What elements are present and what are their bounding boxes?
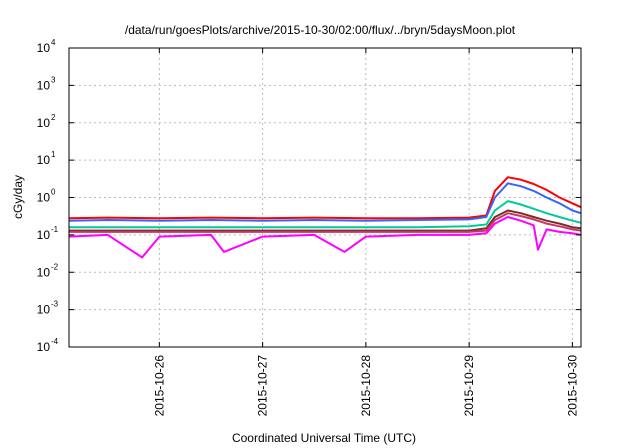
x-tick-label: 2015-10-27 [256, 355, 270, 417]
y-tick-label: 10 [37, 116, 51, 130]
series-line-5 [69, 212, 582, 233]
gridlines [69, 47, 581, 348]
y-tick-exponent: -3 [51, 300, 59, 309]
y-tick-exponent: 0 [51, 188, 56, 197]
y-tick-label: 10 [37, 41, 51, 55]
y-tick-exponent: -2 [51, 262, 59, 271]
y-tick-label: 10 [37, 78, 51, 92]
x-axis-ticks: 2015-10-26 2015-10-27 2015-10-28 2015-10-29… [152, 48, 579, 416]
y-tick-label: 10 [37, 228, 51, 242]
x-axis-label: Coordinated Universal Time (UTC) [232, 431, 416, 445]
x-tick-label: 2015-10-28 [359, 355, 373, 417]
series-line-3 [69, 200, 582, 229]
y-tick-label: 10 [37, 340, 51, 354]
y-tick-label: 10 [37, 191, 51, 205]
y-tick-exponent: -4 [51, 337, 59, 346]
x-tick-label: 2015-10-26 [152, 355, 166, 417]
y-tick-exponent: 3 [51, 75, 56, 84]
y-tick-label: 10 [37, 265, 51, 279]
x-tick-label: 2015-10-30 [565, 355, 579, 417]
y-axis-label: cGy/day [11, 175, 25, 219]
x-tick-label: 2015-10-29 [462, 355, 476, 417]
series-group [68, 176, 582, 259]
plot-frame [68, 47, 582, 348]
series-line-2 [68, 182, 582, 222]
chart-title: /data/run/goesPlots/archive/2015-10-30/0… [125, 23, 516, 37]
y-tick-exponent: 1 [51, 150, 56, 159]
y-tick-label: 10 [37, 303, 51, 317]
y-tick-exponent: 2 [51, 113, 56, 122]
series-line-1 [68, 176, 582, 220]
series-line-6 [68, 216, 582, 259]
y-tick-label: 10 [37, 153, 51, 167]
y-tick-exponent: -1 [51, 225, 59, 234]
y-tick-exponent: 4 [51, 38, 56, 47]
series-line-4 [69, 209, 582, 232]
